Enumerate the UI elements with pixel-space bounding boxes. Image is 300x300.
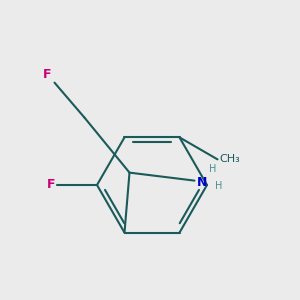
Text: CH₃: CH₃	[220, 154, 240, 164]
Text: F: F	[46, 178, 55, 191]
Text: F: F	[43, 68, 52, 81]
Text: H: H	[214, 181, 222, 190]
Text: N: N	[196, 176, 207, 189]
Text: H: H	[208, 164, 216, 174]
